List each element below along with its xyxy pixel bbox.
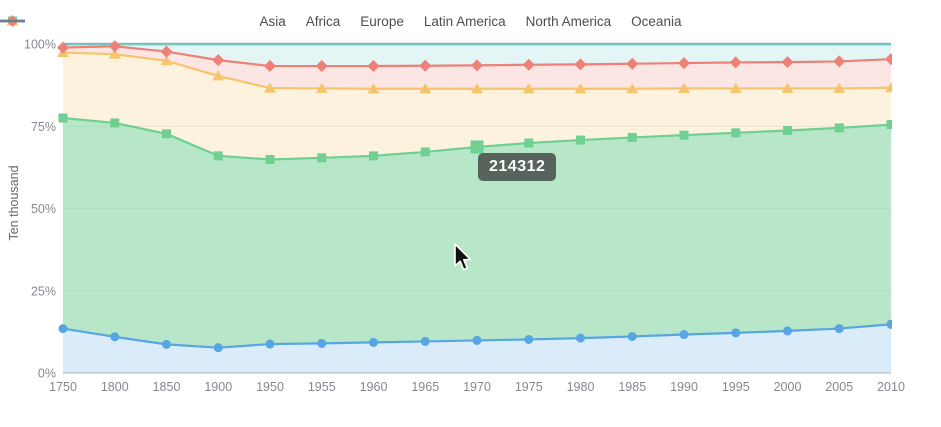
y-tick-label: 50% [31, 202, 56, 216]
x-tick-label: 2000 [774, 380, 802, 394]
x-tick-label: 1750 [49, 380, 77, 394]
legend-item-europe[interactable]: Europe [0, 14, 404, 29]
legend-label: Europe [360, 14, 404, 29]
x-tick-label: 1960 [360, 380, 388, 394]
x-tick-label: 1900 [204, 380, 232, 394]
legend-label: Africa [305, 14, 341, 29]
x-tick-label: 1950 [256, 380, 284, 394]
x-tick-label: 1975 [515, 380, 543, 394]
legend-label: Latin America [423, 14, 506, 29]
x-tick-label: 1965 [411, 380, 439, 394]
y-tick-label: 75% [31, 120, 56, 134]
y-tick-label: 0% [38, 367, 56, 381]
line-legend-icon [0, 19, 25, 23]
x-tick-label: 1850 [153, 380, 181, 394]
x-tick-label: 2010 [877, 380, 905, 394]
x-tick-label: 2005 [825, 380, 853, 394]
legend-label: Oceania [631, 14, 682, 29]
legend-item-asia[interactable]: Asia [0, 14, 286, 29]
x-tick-label: 1990 [670, 380, 698, 394]
y-tick-label: 100% [24, 38, 56, 52]
legend-label: Asia [259, 14, 286, 29]
legend-item-latin-america[interactable]: Latin America [0, 14, 506, 29]
y-axis-title: Ten thousand [7, 165, 21, 241]
x-tick-label: 1970 [463, 380, 491, 394]
legend-item-north-america[interactable]: North America [0, 14, 612, 29]
x-tick-label: 1995 [722, 380, 750, 394]
y-tick-label: 25% [31, 284, 56, 298]
legend-item-oceania[interactable]: Oceania [0, 14, 682, 29]
x-tick-label: 1980 [567, 380, 595, 394]
legend-label: North America [525, 14, 612, 29]
legend: Asia Africa Europe Latin America North Ameri… [0, 14, 941, 29]
legend-item-africa[interactable]: Africa [0, 14, 341, 29]
x-tick-label: 1800 [101, 380, 129, 394]
x-tick-label: 1985 [618, 380, 646, 394]
x-tick-label: 1955 [308, 380, 336, 394]
